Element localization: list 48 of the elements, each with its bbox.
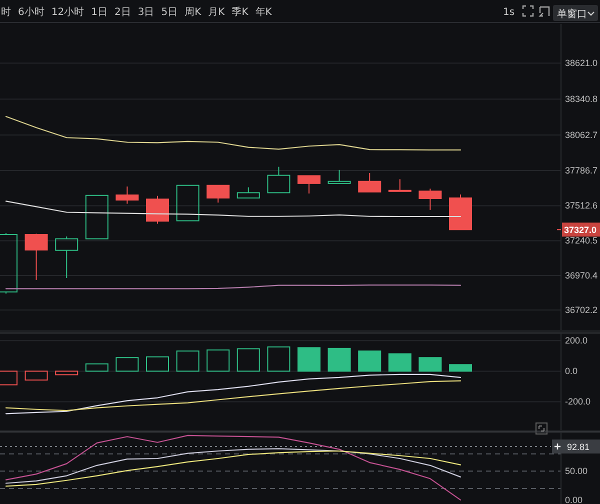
y-tick-label: 38062.7 <box>565 130 598 140</box>
bar <box>176 350 200 372</box>
text: 季K <box>232 6 249 18</box>
bar <box>116 357 139 372</box>
text: 1日 <box>91 7 108 18</box>
candlestick <box>116 186 139 204</box>
text: 1s <box>503 7 515 18</box>
bar <box>298 347 320 372</box>
line-series <box>5 434 462 501</box>
bar <box>358 350 382 372</box>
y-tick-label: -200.0 <box>565 396 591 407</box>
bar <box>146 356 169 372</box>
y-tick-label: 37786.7 <box>565 165 598 176</box>
bar <box>388 353 412 372</box>
y-tick-label: 38621.0 <box>565 58 598 68</box>
bar <box>418 357 442 372</box>
text: 12小时 <box>51 6 84 18</box>
y-tick-label: 36702.2 <box>565 304 598 315</box>
y-tick-label: 36970.4 <box>565 270 598 280</box>
y-tick-label: 38340.8 <box>565 94 598 104</box>
text: 年K <box>255 6 272 18</box>
bar <box>267 346 290 372</box>
bar <box>85 363 108 372</box>
text: 37327.0 <box>564 225 597 236</box>
ref-line-label: 92.81 <box>567 442 590 452</box>
bar <box>206 349 230 372</box>
bar <box>449 364 472 372</box>
bar <box>236 348 260 372</box>
text: 6小时 <box>18 6 44 18</box>
text: 3日 <box>138 7 154 18</box>
line-series <box>5 374 462 414</box>
text: 时 <box>1 6 11 18</box>
text: 5日 <box>161 7 178 18</box>
y-tick-label: 0.00 <box>565 494 583 504</box>
y-tick-label: 50.00 <box>565 466 588 476</box>
text: 2日 <box>114 7 131 18</box>
line-series <box>5 116 462 151</box>
bar <box>55 370 78 376</box>
bar <box>24 370 48 381</box>
y-tick-label: 37240.5 <box>565 236 598 246</box>
y-tick-label: 0.0 <box>565 366 578 376</box>
text: 周K <box>184 7 202 18</box>
y-tick-label: 200.0 <box>565 336 588 346</box>
bar <box>328 348 351 372</box>
text: 单窗口 <box>557 8 587 20</box>
y-tick-label: 37512.6 <box>565 200 598 211</box>
text: 月K <box>208 7 226 18</box>
line-series <box>5 380 462 412</box>
